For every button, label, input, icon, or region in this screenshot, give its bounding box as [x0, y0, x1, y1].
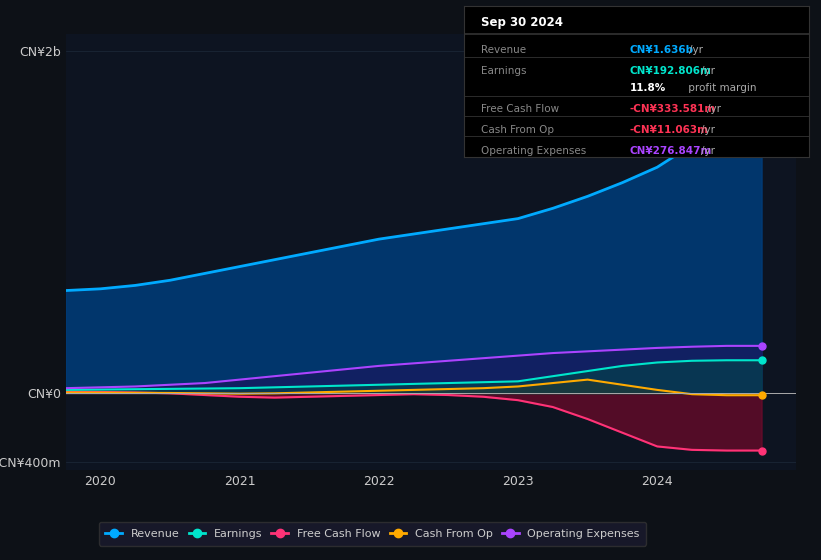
- Text: /yr: /yr: [701, 125, 715, 135]
- Text: Sep 30 2024: Sep 30 2024: [481, 16, 563, 29]
- Text: CN¥192.806m: CN¥192.806m: [630, 66, 711, 76]
- Text: -CN¥11.063m: -CN¥11.063m: [630, 125, 709, 135]
- Text: /yr: /yr: [701, 146, 715, 156]
- Text: 11.8%: 11.8%: [630, 83, 666, 93]
- Text: CN¥276.847m: CN¥276.847m: [630, 146, 712, 156]
- Text: /yr: /yr: [701, 66, 715, 76]
- Legend: Revenue, Earnings, Free Cash Flow, Cash From Op, Operating Expenses: Revenue, Earnings, Free Cash Flow, Cash …: [99, 522, 646, 545]
- Text: Revenue: Revenue: [481, 45, 526, 55]
- Text: CN¥1.636b: CN¥1.636b: [630, 45, 694, 55]
- Text: /yr: /yr: [689, 45, 703, 55]
- Text: Operating Expenses: Operating Expenses: [481, 146, 586, 156]
- Text: Free Cash Flow: Free Cash Flow: [481, 104, 559, 114]
- Text: -CN¥333.581m: -CN¥333.581m: [630, 104, 716, 114]
- Text: Cash From Op: Cash From Op: [481, 125, 554, 135]
- Text: /yr: /yr: [707, 104, 721, 114]
- Text: Earnings: Earnings: [481, 66, 526, 76]
- Text: profit margin: profit margin: [685, 83, 756, 93]
